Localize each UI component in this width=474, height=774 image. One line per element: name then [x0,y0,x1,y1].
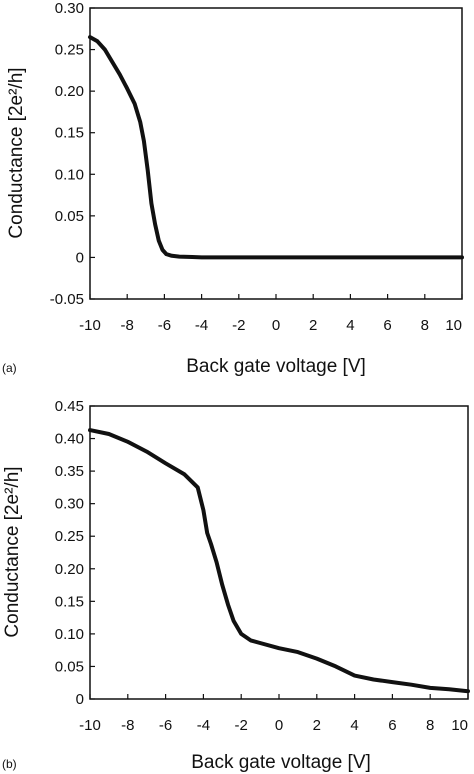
x-tick-label: 8 [426,717,434,734]
x-tick-label: -4 [197,717,210,734]
panel-label-b: (b) [2,757,17,771]
y-tick-label: 0.15 [55,125,84,142]
y-tick-label: 0.10 [55,166,84,183]
y-tick-label: 0.25 [55,528,84,545]
x-tick-label: -6 [159,717,172,734]
x-tick-label: 8 [421,317,429,334]
y-ticks-a: -0.05 0 0.05 0.10 0.15 0.20 0.25 0.30 [50,0,95,308]
y-tick-label: 0.10 [55,626,84,643]
y-tick-label: 0.05 [55,208,84,225]
x-tick-label: 2 [313,717,321,734]
x-tick-label: 10 [451,717,468,734]
x-tick-label: -4 [195,317,208,334]
y-tick-label: 0.45 [55,398,84,415]
y-tick-label: 0.20 [55,83,84,100]
panel-a: -0.05 0 0.05 0.10 0.15 0.20 0.25 0.30 -10 -8 -6 -4… [2,0,462,377]
x-tick-label: 4 [346,317,354,334]
y-tick-label: 0.40 [55,431,84,448]
x-axis-label-a: Back gate voltage [V] [186,356,366,377]
x-tick-label: 0 [272,317,280,334]
x-tick-label: 4 [350,717,358,734]
y-tick-label: 0.35 [55,463,84,480]
x-tick-label: -10 [79,317,101,334]
panel-b: 0 0.05 0.10 0.15 0.20 0.25 0.30 0.35 0.40 0.45 -1… [2,398,468,773]
y-tick-label: 0 [76,249,84,266]
y-axis-label-a: Conductance [2e²/h] [6,67,27,238]
x-ticks-a: -10 -8 -6 -4 -2 0 2 4 6 8 10 [79,294,462,334]
x-tick-label: -2 [235,717,248,734]
conductance-curve-a [90,37,462,257]
y-tick-label: 0.30 [55,0,84,17]
y-tick-label: 0.05 [55,658,84,675]
y-tick-label: 0 [76,691,84,708]
x-tick-label: 6 [388,717,396,734]
panel-label-a: (a) [2,361,17,375]
x-ticks-b: -10 -8 -6 -4 -2 0 2 4 6 8 10 [79,694,468,734]
x-tick-label: 2 [309,317,317,334]
x-tick-label: -8 [121,717,134,734]
x-tick-label: 6 [383,317,391,334]
x-tick-label: -6 [158,317,171,334]
y-tick-label: 0.15 [55,593,84,610]
y-ticks-b: 0 0.05 0.10 0.15 0.20 0.25 0.30 0.35 0.40 0.45 [55,398,95,708]
x-tick-label: -10 [79,717,101,734]
y-tick-label: 0.25 [55,42,84,59]
y-tick-label: -0.05 [50,291,84,308]
x-tick-label: -8 [121,317,134,334]
y-tick-label: 0.20 [55,561,84,578]
y-tick-label: 0.30 [55,496,84,513]
x-axis-label-b: Back gate voltage [V] [191,752,371,773]
y-axis-label-b: Conductance [2e²/h] [2,466,23,637]
conductance-curve-b [90,430,468,691]
x-tick-label: -2 [232,317,245,334]
x-tick-label: 0 [275,717,283,734]
x-tick-label: 10 [445,317,462,334]
